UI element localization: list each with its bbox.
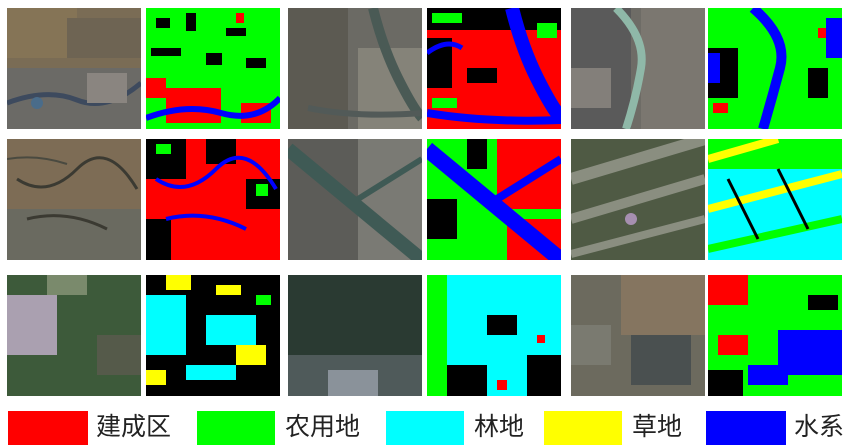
legend-swatch-farmland [197,411,275,445]
classification-map-r1c3 [708,8,842,129]
satellite-image-r2c2 [288,139,422,260]
classification-map-r3c2 [427,275,561,396]
legend-swatch-forest [386,411,464,445]
classification-map-r2c2 [427,139,561,260]
satellite-image-r3c1 [7,275,141,396]
classification-map-r3c1 [146,275,280,396]
satellite-image-r2c1 [7,139,141,260]
satellite-image-r2c3 [571,139,705,260]
legend-label-forest: 林地 [474,412,525,441]
classification-map-r1c2 [427,8,561,129]
classification-map-r1c1 [146,8,280,129]
legend-swatch-built-up [8,411,88,445]
legend-label-farmland: 农用地 [285,412,361,441]
legend-label-built-up: 建成区 [96,412,172,441]
classification-map-r2c3 [708,139,842,260]
legend-swatch-grassland [544,411,622,445]
classification-map-r2c1 [146,139,280,260]
classification-map-r3c3 [708,275,842,396]
legend-label-grassland: 草地 [632,412,683,441]
legend-swatch-water [706,411,786,445]
legend-label-water: 水系 [794,412,845,441]
satellite-image-r1c1 [7,8,141,129]
satellite-image-r3c3 [571,275,705,396]
satellite-image-r3c2 [288,275,422,396]
satellite-image-r1c3 [571,8,705,129]
satellite-image-r1c2 [288,8,422,129]
